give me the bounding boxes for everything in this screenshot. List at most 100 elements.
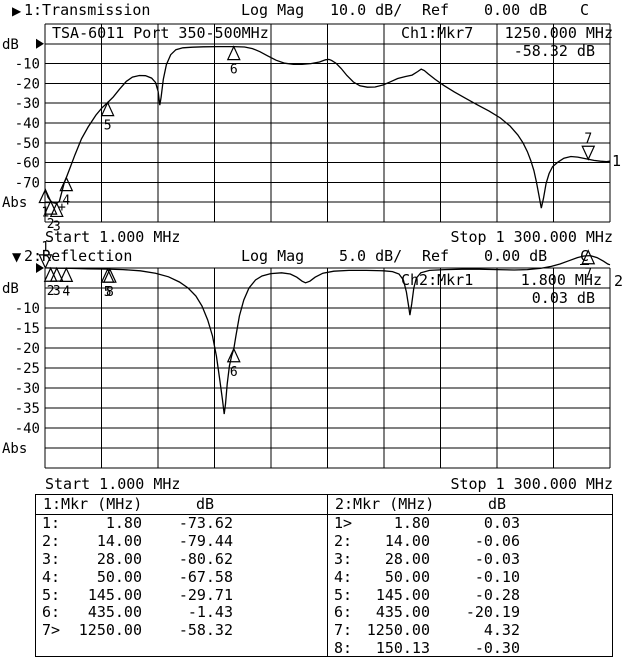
ch1-marker-freq: 1250.000 MHz [504,24,613,42]
marker-triangle-icon [226,45,241,61]
ch1-marker-value: -58.32 dB [513,42,595,60]
marker-5: 5 [100,101,115,134]
marker-freq-cell: 1.80 [105,514,142,533]
marker-freq-cell: 145.00 [375,585,430,604]
marker-table-ch2: 2:Mkr (MHz) dB 1> 1.80 0.03 2: 14.00 -0.06 3: 2… [327,494,613,657]
trace-number-label: 2 [614,272,623,290]
marker-freq-cell: 50.00 [384,567,430,586]
marker-val-cell: -73.62 [178,514,233,533]
marker-number: 3 [53,284,61,299]
marker-table-ch2-body: 1> 1.80 0.03 2: 14.00 -0.06 3: 28.00 -0.03 4: 50.0… [328,515,612,657]
marker-number: 7 [584,267,592,282]
marker-num-cell: 1> [334,514,353,533]
marker-table-row: 7> 1250.00 -58.32 [36,622,327,640]
y-axis-label: -10 [15,57,40,73]
marker-4: 4 [59,266,74,299]
marker-3: 3 [49,201,64,234]
marker-num-cell: 7: [334,621,353,640]
marker-number: 1 [41,240,49,255]
marker-table-ch1-title: 1:Mkr (MHz) [43,495,143,513]
marker-2: 2 [43,199,58,232]
marker-number: 4 [62,194,70,209]
ref-level-pointer-icon [36,263,44,273]
marker-7: 7 [581,249,596,282]
marker-number: 2 [47,217,55,232]
marker-triangle-icon [100,267,115,283]
marker-val-cell: -0.28 [474,585,520,604]
channel1-format: Log Mag [241,1,305,19]
marker-table-row: 3: 28.00 -80.62 [36,551,327,569]
channel1-ref-value: 0.00 dB [484,1,548,19]
marker-freq-cell: 145.00 [87,585,142,604]
y-axis-label: Abs [2,195,27,211]
measurement-trace [44,254,611,415]
marker-val-cell: -20.19 [465,603,520,622]
marker-table-row: 7: 1250.00 4.32 [328,622,612,640]
channel1-ref-label: Ref [422,1,450,19]
marker-table-row: 4: 50.00 -67.58 [36,568,327,586]
channel1-label: 1:Transmission [24,1,151,19]
marker-6: 6 [226,347,241,380]
marker-number: 3 [53,219,61,234]
marker-table-ch1: 1:Mkr (MHz) dB 1: 1.80 -73.62 2: 14.00 -79.44… [35,494,327,657]
marker-number: 8 [106,285,114,300]
marker-freq-cell: 28.00 [96,549,142,568]
marker-num-cell: 4: [42,567,61,586]
ch2-start-freq: Start 1.000 MHz [45,475,181,493]
marker-val-cell: -67.58 [178,567,233,586]
marker-val-cell: -79.44 [178,532,233,551]
marker-num-cell: 1: [42,514,61,533]
marker-table-ch2-header: 2:Mkr (MHz) dB [328,495,612,515]
marker-6: 6 [226,45,241,78]
ref-level-pointer-icon [36,38,44,49]
marker-3: 3 [49,266,64,299]
marker-table-row: 1> 1.80 0.03 [328,515,612,533]
channel1-pointer-icon: ▶ [12,4,22,18]
y-axis-label: -10 [15,301,40,317]
marker-triangle-icon [59,266,74,282]
marker-table-row: 5: 145.00 -29.71 [36,586,327,604]
y-axis-label: -40 [15,421,40,437]
marker-triangle-icon [38,254,53,270]
ch2-stop-freq: Stop 1 300.000 MHz [450,475,613,493]
marker-table-ch2-title: 2:Mkr (MHz) [335,495,435,513]
marker-num-cell: 2: [334,532,353,551]
marker-num-cell: 6: [334,603,353,622]
y-axis-label: dB [2,37,19,53]
marker-triangle-icon [226,347,241,363]
marker-triangle-icon [59,176,74,192]
channel2-ref-label: Ref [422,247,450,265]
y-axis-label: -50 [15,136,40,152]
channel1-scale: 10.0 dB/ [330,1,403,19]
y-axis-label: -20 [15,341,40,357]
marker-val-cell: 0.03 [483,514,520,533]
marker-triangle-icon [102,267,117,283]
marker-triangle-icon [38,188,53,204]
marker-extra-glyph: + [58,200,66,215]
marker-freq-cell: 28.00 [384,549,430,568]
marker-num-cell: 3: [42,549,61,568]
marker-num-cell: 4: [334,567,353,586]
measurement-trace [44,45,611,209]
marker-table-row: 2: 14.00 -79.44 [36,533,327,551]
y-axis-label: -30 [15,381,40,397]
marker-number: 7 [584,131,592,146]
y-axis-label: -20 [15,76,40,92]
y-axis-label: Abs [2,441,27,457]
grid [44,267,611,469]
marker-freq-cell: 1.80 [393,514,430,533]
marker-val-cell: 4.32 [483,621,520,640]
marker-triangle-icon [43,266,58,282]
marker-val-cell: -1.43 [187,603,233,622]
marker-freq-cell: 1250.00 [78,621,142,640]
marker-num-cell: 7> [42,621,61,640]
marker-num-cell: 5: [42,585,61,604]
marker-val-cell: -0.10 [474,567,520,586]
marker-table-ch1-unit: dB [196,495,215,513]
y-axis-label: -25 [15,361,40,377]
marker-table-ch1-body: 1: 1.80 -73.62 2: 14.00 -79.44 3: 28.00 -80.62 4:… [36,515,327,640]
marker-freq-cell: 14.00 [384,532,430,551]
ch1-start-freq: Start 1.000 MHz [45,228,181,246]
